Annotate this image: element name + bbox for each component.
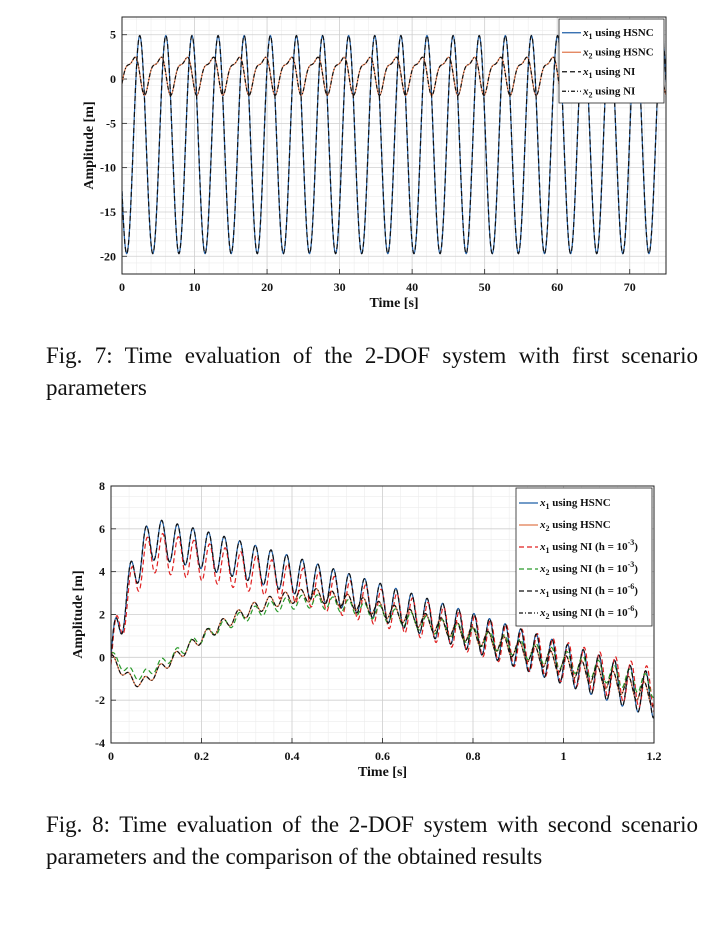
y-tick-label: 8 [99,479,105,493]
figure-8-chart: 0 0.2 0.4 0.6 0.8 1 1.2 8 6 4 2 0 -2 -4 Time [s] Amplit… [71,479,662,780]
y-tick-label: 4 [99,565,105,579]
y-tick-label: -2 [95,693,105,707]
series-line-6 [111,588,654,707]
y-tick-label: -5 [106,116,116,130]
legend-label-4: x2 using NI [582,85,635,99]
x-tick-label: 10 [189,280,201,294]
x-axis-label: Time [s] [369,296,418,310]
x-tick-label: 40 [406,280,418,294]
figure-7: 0 10 20 30 40 50 60 70 5 0 -5 -10 -15 -20 Time [s] Ampl… [0,0,704,311]
y-tick-label: 0 [110,72,116,86]
legend-label-4: x2 using NI (h = 10-3) [539,560,638,577]
legend: x1 using HSNC x2 using HSNC x1 using NI x2 … [558,18,665,104]
x-tick-label: 50 [479,280,491,294]
x-tick-label: 1 [561,749,567,763]
series-line-5 [111,519,654,719]
x-tick-label: 70 [624,280,636,294]
x-axis-label: Time [s] [358,765,407,780]
series-line-3 [122,34,666,255]
y-tick-label: 0 [99,650,105,664]
x-tick-label: 1.2 [647,749,662,763]
y-axis-label: Amplitude [m] [82,101,97,189]
y-tick-label: 2 [99,608,105,622]
y-tick-label: -15 [100,205,116,219]
x-tick-label: 30 [334,280,346,294]
x-tick-label: 60 [551,280,563,294]
series-line-4 [111,594,654,698]
legend-label-6: x2 using NI (h = 10-6) [539,604,638,621]
legend-box [515,487,653,627]
x-tick-label: 0.6 [375,749,390,763]
legend-label-1: x1 using HSNC [582,27,654,41]
x-tick-label: 0.2 [194,749,209,763]
legend-label-3: x1 using NI (h = 10-3) [539,538,638,555]
axes-box [110,485,655,744]
y-tick-label: 6 [99,522,105,536]
y-tick-label: -4 [95,736,105,750]
legend-label-5: x1 using NI (h = 10-6) [539,582,638,599]
x-tick-label: 0 [119,280,125,294]
legend-label-3: x1 using NI [582,66,635,80]
y-tick-label: 5 [110,28,116,42]
x-tick-label: 0 [108,749,114,763]
axes-box [121,16,667,275]
figure-8-caption: Fig. 8: Time evaluation of the 2-DOF sys… [46,812,698,869]
y-tick-label: -10 [100,161,116,175]
x-tick-label: 0.4 [285,749,300,763]
legend-label-2: x2 using HSNC [539,519,611,533]
y-tick-label: -20 [100,249,116,263]
figure-7-caption: Fig. 7: Time evaluation of the 2-DOF sys… [46,343,698,400]
x-tick-label: 0.8 [466,749,481,763]
y-axis-label: Amplitude [m] [71,570,86,658]
x-tick-label: 20 [261,280,273,294]
legend: x1 using HSNC x2 using HSNC x1 using NI (h… [515,487,653,627]
legend-label-1: x1 using HSNC [539,497,611,511]
figure-8: 0 0.2 0.4 0.6 0.8 1 1.2 8 6 4 2 0 -2 -4 Time [s] Amplit… [0,470,704,790]
series-group [111,519,654,719]
legend-label-2: x2 using HSNC [582,46,654,60]
